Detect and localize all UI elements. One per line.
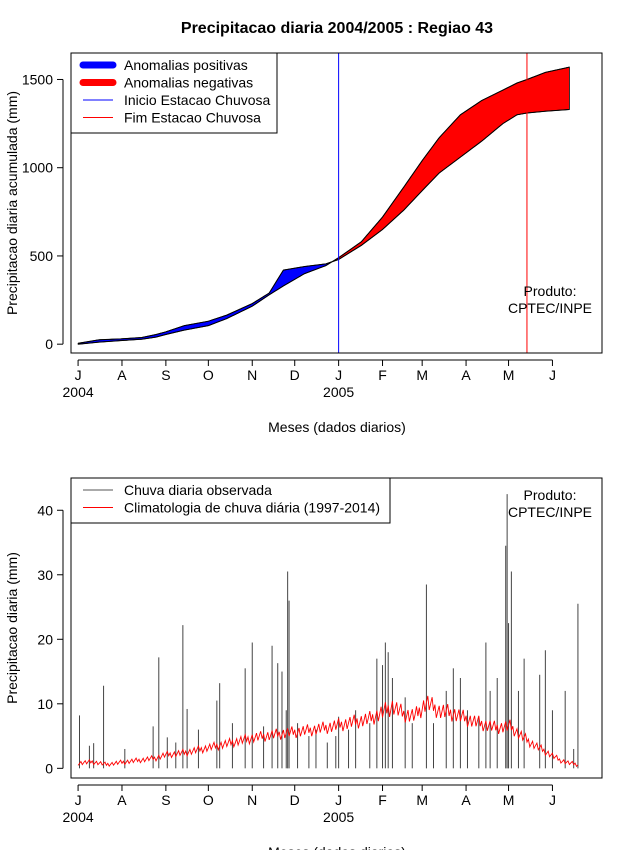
x-tick-label: M [416,792,428,808]
plot-frame [70,52,603,354]
legend-label: Inicio Estacao Chuvosa [124,92,271,108]
x-year-label: 2005 [323,809,354,825]
positive-anomaly-area [77,261,332,345]
x-axis-label: Meses (dados diarios) [268,844,406,850]
x-year-label: 2004 [63,809,94,825]
daily-panel: 010203040JASONDJFMAMJ20042005Meses (dado… [4,477,603,850]
y-tick-label: 1500 [22,71,53,87]
x-tick-label: F [378,367,387,383]
x-tick-label: N [247,792,257,808]
x-tick-label: F [378,792,387,808]
legend-label: Anomalias negativas [124,75,253,91]
legend-label: Climatologia de chuva diária (1997-2014) [124,500,380,516]
x-tick-label: D [290,367,300,383]
observed-accumulated-line [78,109,570,344]
legend-label: Chuva diaria observada [124,482,272,498]
climatology-daily-line [77,695,579,768]
y-tick-label: 10 [37,696,53,712]
x-tick-label: S [161,367,170,383]
x-tick-label: O [203,792,214,808]
y-tick-label: 1000 [22,160,53,176]
product-note: Produto: [524,487,577,503]
y-tick-label: 20 [37,631,53,647]
y-axis-label: Precipitacao diaria acumulada (mm) [4,91,20,315]
chart-title: Precipitacao diaria 2004/2005 : Regiao 4… [181,20,493,37]
x-year-label: 2005 [323,384,354,400]
x-tick-label: J [335,367,342,383]
x-year-label: 2004 [63,384,94,400]
x-tick-label: A [461,792,471,808]
y-tick-label: 500 [30,248,54,264]
x-tick-label: N [247,367,257,383]
y-tick-label: 0 [45,760,53,776]
x-tick-label: A [117,367,127,383]
x-axis-label: Meses (dados diarios) [268,419,406,435]
x-tick-label: J [549,792,556,808]
x-tick-label: J [75,367,82,383]
x-tick-label: M [503,792,515,808]
y-tick-label: 40 [37,502,53,518]
x-tick-label: D [290,792,300,808]
y-tick-label: 0 [45,336,53,352]
product-note: CPTEC/INPE [508,504,592,520]
legend-label: Anomalias positivas [124,57,248,73]
x-tick-label: J [335,792,342,808]
x-tick-label: A [461,367,471,383]
product-note: CPTEC/INPE [508,300,592,316]
x-tick-label: S [161,792,170,808]
x-tick-label: A [117,792,127,808]
climatology-accumulated-line [78,66,570,345]
x-tick-label: M [503,367,515,383]
product-note: Produto: [524,283,577,299]
legend-box [70,477,391,524]
y-tick-label: 30 [37,567,53,583]
y-axis-label: Precipitacao diaria (mm) [4,552,20,704]
x-tick-label: J [549,367,556,383]
legend-label: Fim Estacao Chuvosa [124,110,261,126]
x-tick-label: M [416,367,428,383]
x-tick-label: J [75,792,82,808]
x-tick-label: O [203,367,214,383]
